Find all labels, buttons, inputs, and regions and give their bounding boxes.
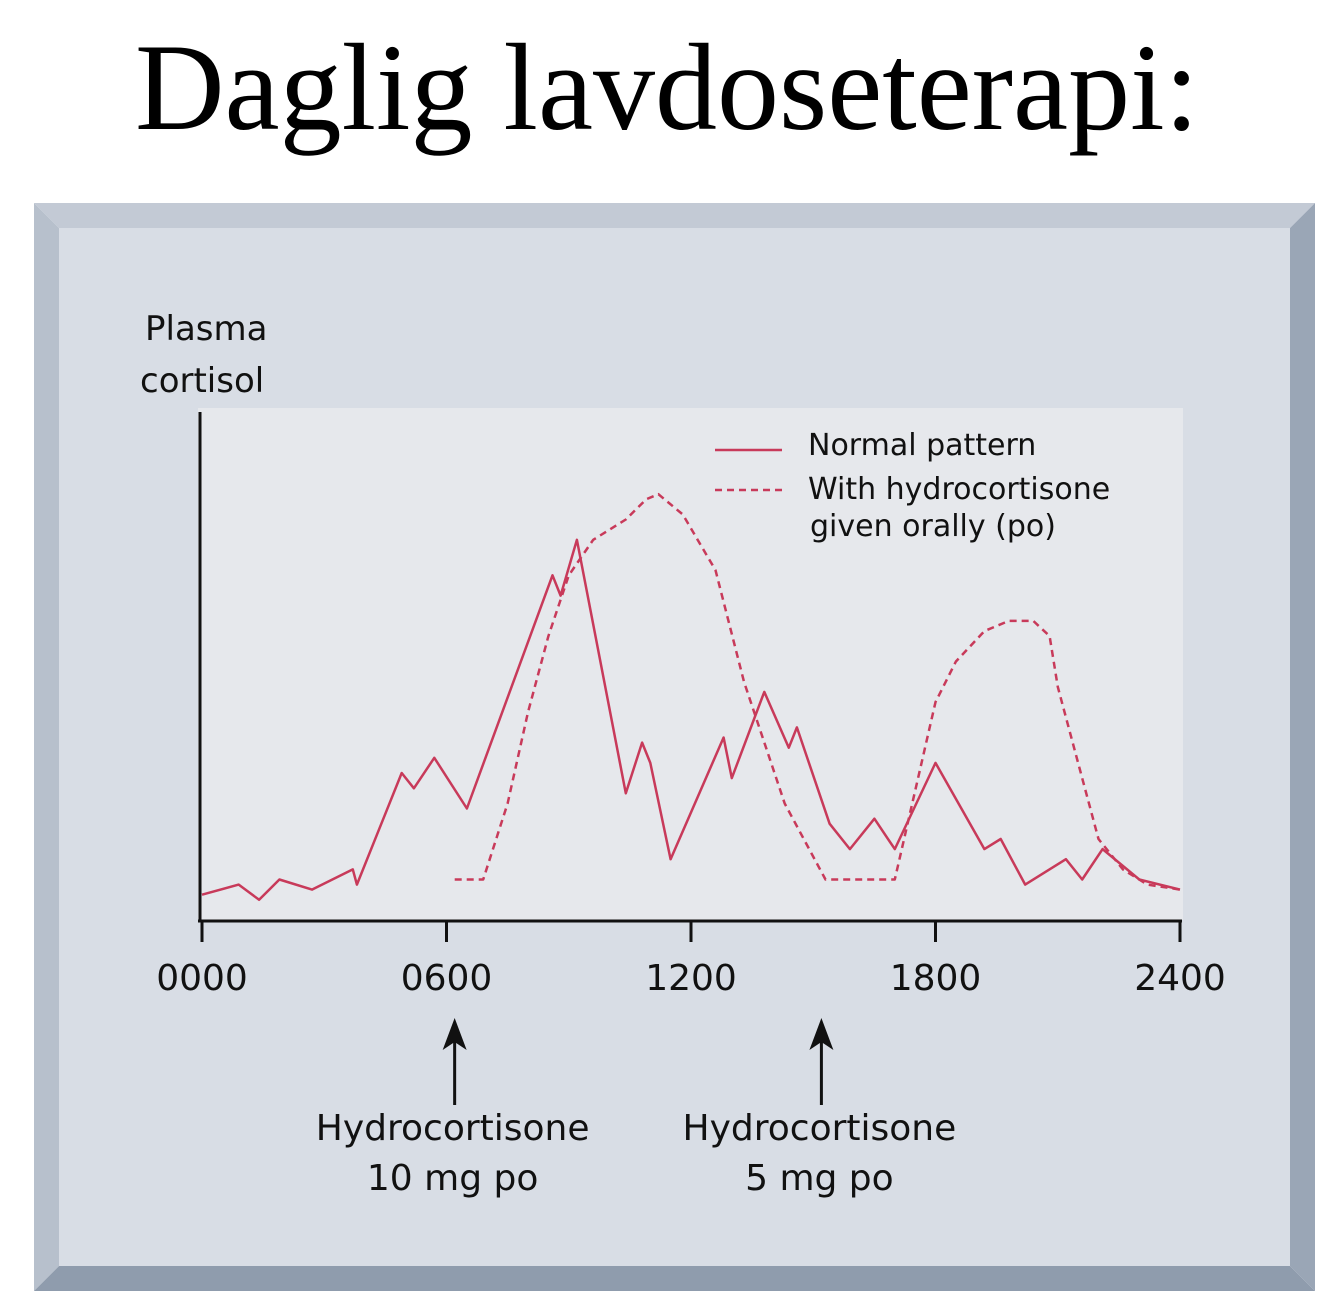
series-line-normal [201, 538, 1181, 902]
legend-label-normal: Normal pattern [808, 428, 1036, 463]
y-axis-label-line1: Plasma [145, 309, 267, 349]
annotation-group: Hydrocortisone 10 mg po Hydrocortisone 5 mg… [316, 1018, 957, 1199]
frame-bevel-right [1290, 203, 1315, 1291]
y-axis-label-line2: cortisol [140, 361, 264, 401]
frame-bevel-bottom [34, 1266, 1315, 1291]
dose-annotation-text: 10 mg po [367, 1158, 539, 1199]
legend-label-hydrocortisone: With hydrocortisone given orally (po) [808, 472, 1120, 544]
slide-title: Daglig lavdoseterapi: [135, 19, 1199, 156]
frame-bevel-top [34, 203, 1315, 228]
dose-annotation-text: Hydrocortisone [316, 1108, 590, 1149]
x-tick-label: 1800 [890, 958, 982, 999]
dose-annotation-text: 5 mg po [745, 1158, 894, 1199]
x-tick-label: 0000 [156, 958, 248, 999]
frame-bevel-left [34, 203, 59, 1291]
legend-label-hydrocortisone-line2: given orally (po) [810, 509, 1056, 544]
x-tick-label: 0600 [401, 958, 493, 999]
x-tick-label: 2400 [1134, 958, 1226, 999]
dose-arrow-head [442, 1018, 467, 1050]
dose-arrow-head [809, 1018, 834, 1050]
plot-background [198, 408, 1183, 920]
series-line-hydrocortisone [454, 492, 1181, 891]
x-tick-label: 1200 [645, 958, 737, 999]
dose-annotation-text: Hydrocortisone [683, 1108, 957, 1149]
legend-label-hydrocortisone-line1: With hydrocortisone [808, 472, 1110, 507]
x-axis-ticks: 0000 0600 1200 1800 2400 [156, 921, 1226, 999]
series-group [201, 492, 1181, 902]
